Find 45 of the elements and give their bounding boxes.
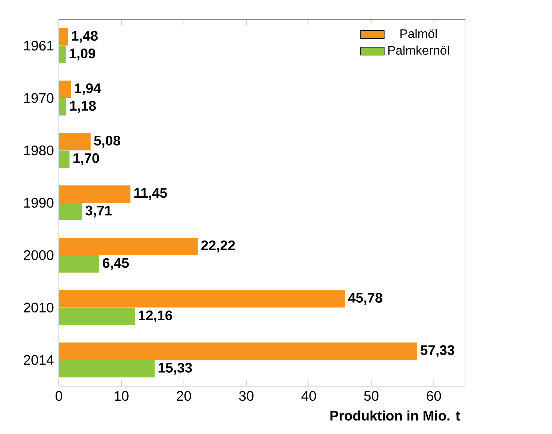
bar <box>59 150 70 168</box>
bar <box>59 238 198 256</box>
y-tick-label: 1980 <box>24 146 54 156</box>
x-tick-label: 10 <box>114 391 129 402</box>
bar <box>59 98 67 116</box>
data-label: 45,78 <box>348 293 382 306</box>
bar <box>59 80 72 98</box>
x-tick-label: 60 <box>427 391 442 402</box>
data-label: 5,08 <box>94 136 120 148</box>
bar <box>59 203 82 221</box>
x-tick-label: 30 <box>239 391 254 402</box>
data-label: 1,70 <box>74 154 100 166</box>
data-label: 6,45 <box>102 258 130 270</box>
bar <box>59 46 66 64</box>
bar <box>59 342 418 360</box>
y-tick-label: 1990 <box>24 198 54 208</box>
y-tick-label: 1970 <box>24 94 54 104</box>
bar <box>59 133 91 151</box>
data-label: 1,48 <box>72 31 98 44</box>
x-tick-label: 50 <box>364 391 379 402</box>
bar <box>59 290 346 308</box>
data-label: 1,09 <box>70 48 96 61</box>
data-label: 57,33 <box>420 346 455 358</box>
data-label: 11,45 <box>134 188 168 200</box>
bar <box>59 186 131 204</box>
data-label: 15,33 <box>158 363 192 376</box>
bar <box>59 256 100 274</box>
legend-label: Palmkernöl <box>388 46 450 56</box>
y-tick-label: 2014 <box>24 355 54 366</box>
data-label: 22,22 <box>202 240 236 253</box>
x-tick-label: 40 <box>302 391 316 402</box>
x-tick-label: 20 <box>177 391 192 402</box>
y-tick-label: 1961 <box>24 41 54 51</box>
y-tick-label: 2000 <box>24 250 54 260</box>
data-label: 1,18 <box>70 101 96 114</box>
data-label: 1,94 <box>75 84 102 96</box>
x-tick-label: 0 <box>56 391 62 402</box>
bar <box>59 28 68 46</box>
bar <box>59 308 136 326</box>
data-label: 12,16 <box>139 310 172 323</box>
x-axis-title: Produktion in Mio. t <box>330 410 460 422</box>
legend-label: Palmöl <box>400 29 437 39</box>
y-tick-label: 2010 <box>24 303 54 313</box>
data-label: 3,71 <box>86 206 112 218</box>
bar <box>59 360 155 378</box>
